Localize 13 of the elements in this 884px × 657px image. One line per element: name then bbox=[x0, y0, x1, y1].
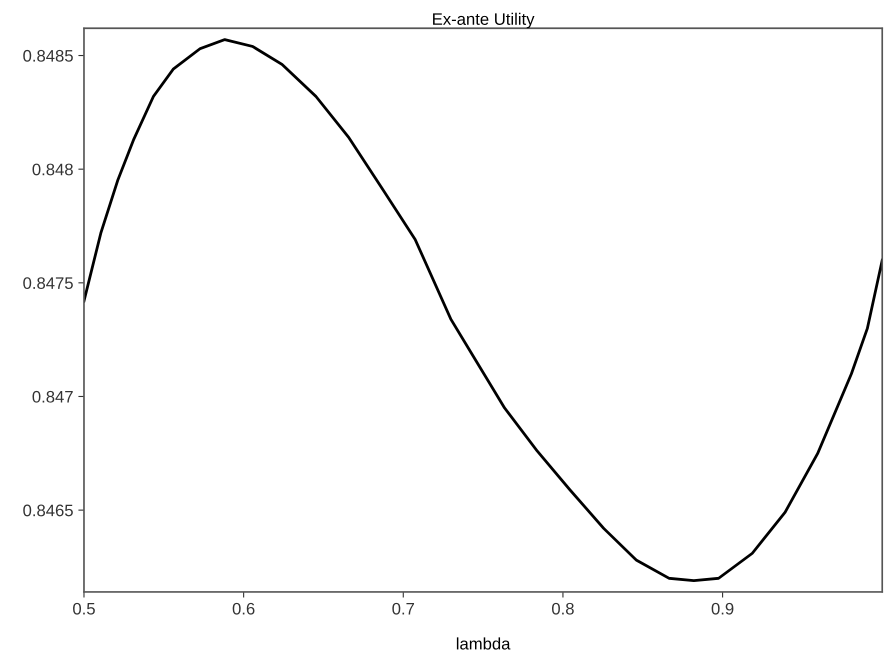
x-tick-label: 0.5 bbox=[73, 602, 95, 615]
y-tick-label: 0.8465 bbox=[23, 504, 73, 516]
x-tick-label: 0.6 bbox=[232, 602, 254, 615]
y-tick-label: 0.848 bbox=[32, 164, 73, 176]
x-tick-label: 0.9 bbox=[712, 602, 734, 615]
y-tick-label: 0.8475 bbox=[23, 277, 73, 290]
x-tick-label: 0.7 bbox=[392, 602, 414, 615]
x-tick-label: 0.8 bbox=[552, 602, 574, 615]
y-tick-label: 0.847 bbox=[32, 390, 73, 403]
x-axis-title: lambda bbox=[456, 637, 510, 650]
y-tick-label: 0.8485 bbox=[23, 50, 73, 62]
chart-title: Ex-ante Utility bbox=[433, 12, 534, 28]
line-series bbox=[84, 38, 882, 582]
